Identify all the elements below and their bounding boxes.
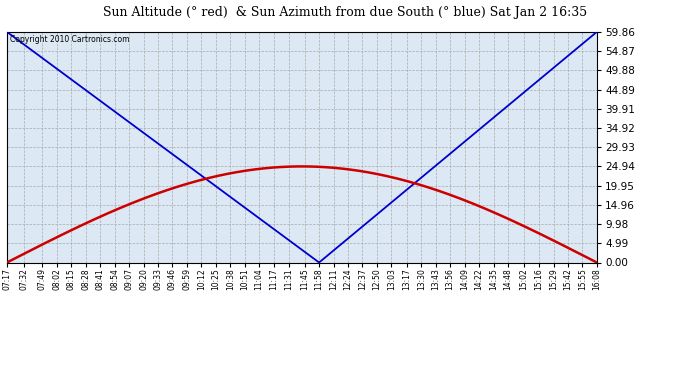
Text: Copyright 2010 Cartronics.com: Copyright 2010 Cartronics.com xyxy=(10,35,129,44)
Text: Sun Altitude (° red)  & Sun Azimuth from due South (° blue) Sat Jan 2 16:35: Sun Altitude (° red) & Sun Azimuth from … xyxy=(103,6,587,19)
